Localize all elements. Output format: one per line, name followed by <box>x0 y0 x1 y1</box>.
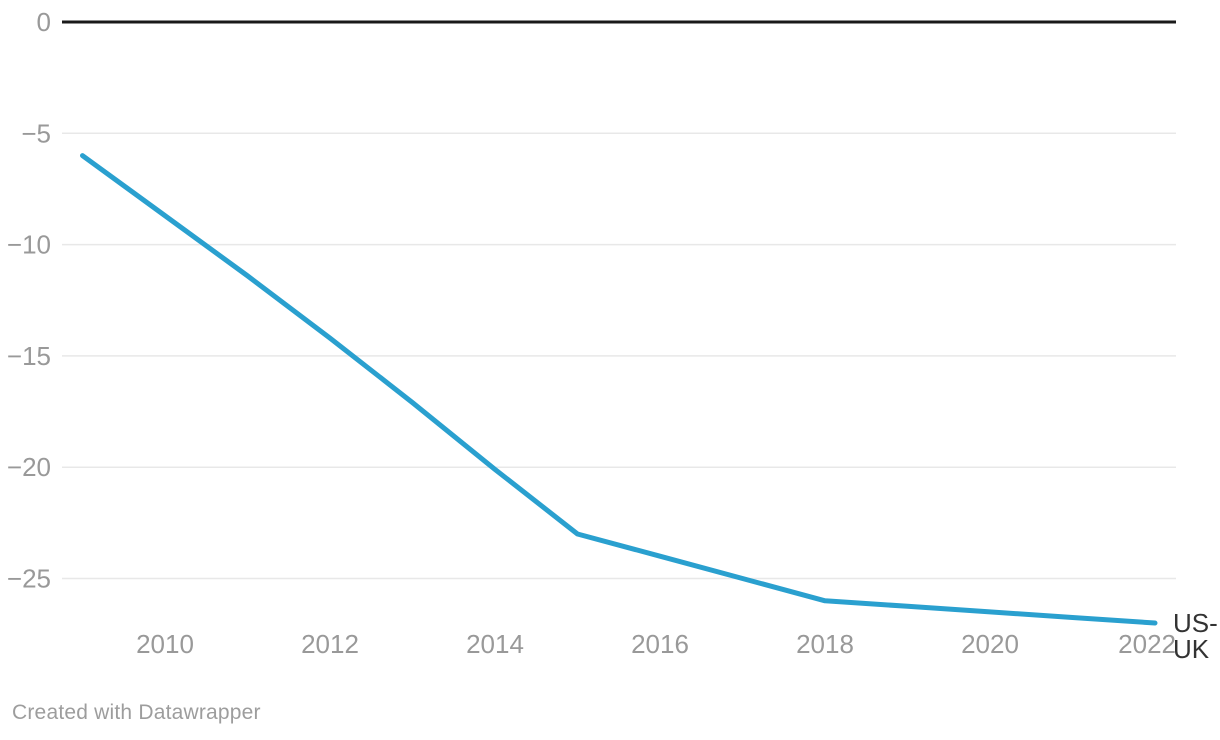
x-tick-label: 2020 <box>961 629 1019 659</box>
series-label: US-UK <box>1173 608 1218 664</box>
y-tick-label: −20 <box>7 452 51 482</box>
series-lines <box>80 153 1158 626</box>
x-tick-label: 2016 <box>631 629 689 659</box>
x-tick-label: 2010 <box>136 629 194 659</box>
x-axis-labels: 2010 2012 2014 2016 2018 2020 2022 <box>136 629 1176 659</box>
x-tick-label: 2012 <box>301 629 359 659</box>
data-line-us-uk <box>80 153 1158 626</box>
y-axis-labels: 0 −5 −10 −15 −20 −25 <box>7 7 51 594</box>
y-tick-label: −15 <box>7 341 51 371</box>
x-tick-label: 2022 <box>1118 629 1176 659</box>
y-tick-label: −25 <box>7 564 51 594</box>
x-tick-label: 2018 <box>796 629 854 659</box>
y-tick-label: 0 <box>37 7 51 37</box>
series-labels: US-UK <box>1173 608 1218 664</box>
gridlines <box>62 20 1176 580</box>
attribution: Created with Datawrapper <box>12 701 261 724</box>
y-tick-label: −10 <box>7 230 51 260</box>
x-tick-label: 2014 <box>466 629 524 659</box>
y-tick-label: −5 <box>21 118 51 148</box>
